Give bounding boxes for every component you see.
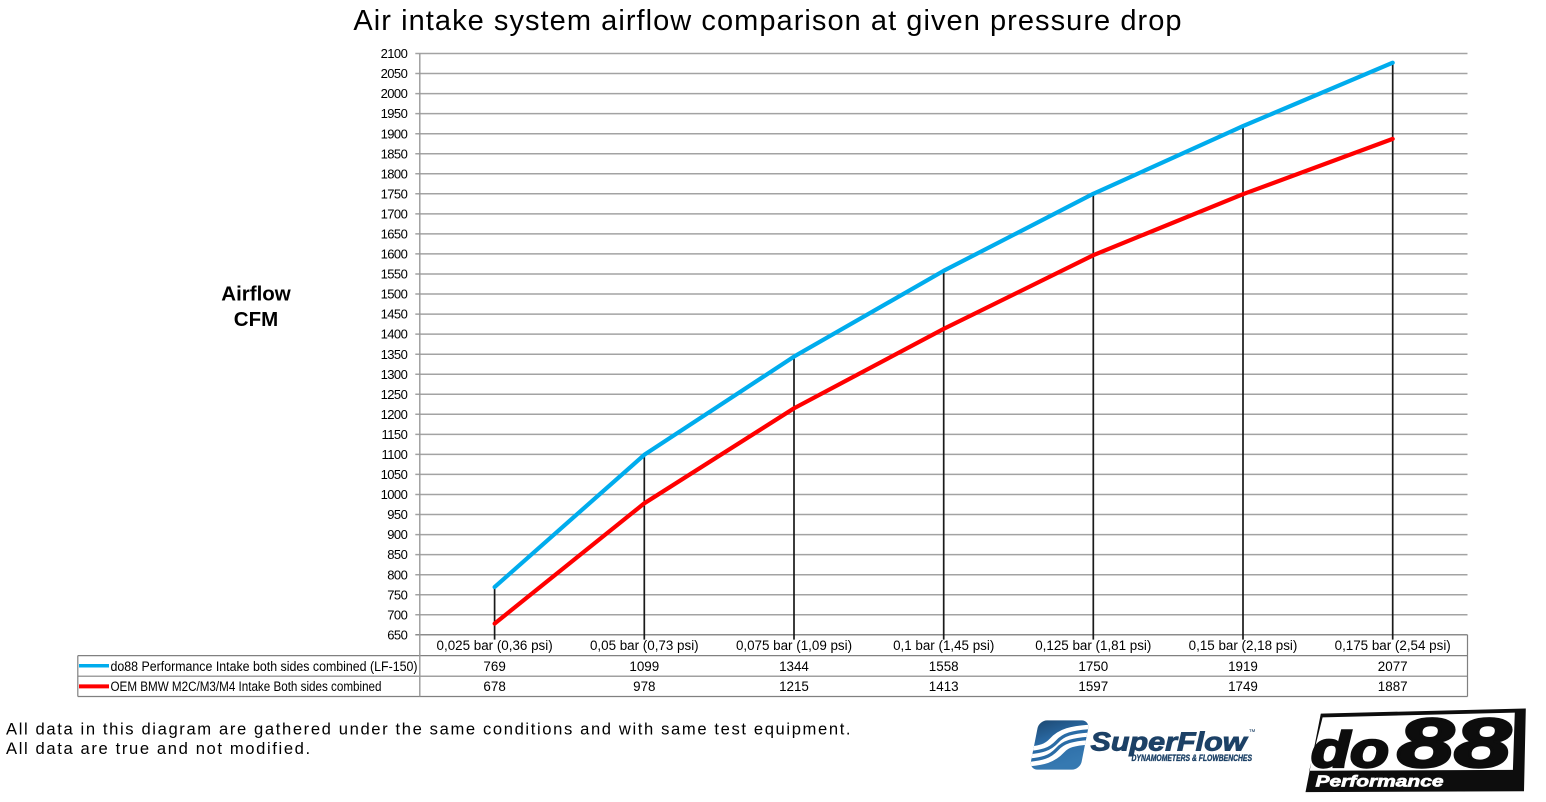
svg-text:1750: 1750: [1078, 659, 1108, 674]
svg-text:900: 900: [387, 527, 407, 542]
svg-text:CFM: CFM: [234, 308, 278, 331]
svg-text:SuperFlow: SuperFlow: [1091, 726, 1249, 756]
svg-text:850: 850: [387, 547, 407, 562]
svg-text:2100: 2100: [381, 46, 408, 61]
svg-text:0,075 bar (1,09 psi): 0,075 bar (1,09 psi): [736, 638, 852, 653]
svg-text:0,025 bar (0,36 psi): 0,025 bar (0,36 psi): [437, 638, 553, 653]
svg-text:650: 650: [387, 627, 407, 642]
svg-text:1650: 1650: [381, 227, 408, 242]
svg-text:1558: 1558: [929, 659, 959, 674]
svg-text:769: 769: [483, 659, 505, 674]
svg-text:Airflow: Airflow: [221, 283, 291, 306]
svg-text:1887: 1887: [1378, 679, 1408, 694]
svg-text:0,05 bar (0,73 psi): 0,05 bar (0,73 psi): [590, 638, 699, 653]
svg-text:1100: 1100: [382, 447, 408, 462]
svg-text:1350: 1350: [381, 347, 408, 362]
svg-text:1950: 1950: [381, 106, 408, 121]
svg-text:All data are true and not modi: All data are true and not modified.: [6, 739, 312, 758]
svg-text:1050: 1050: [381, 467, 408, 482]
svg-text:1900: 1900: [381, 126, 408, 141]
svg-text:950: 950: [387, 507, 407, 522]
svg-text:1750: 1750: [381, 186, 408, 201]
svg-text:do88 Performance Intake both s: do88 Performance Intake both sides combi…: [111, 659, 418, 674]
svg-text:1344: 1344: [779, 659, 809, 674]
svg-text:1215: 1215: [779, 679, 809, 694]
svg-text:1800: 1800: [381, 166, 408, 181]
svg-text:1919: 1919: [1228, 659, 1258, 674]
svg-text:1000: 1000: [381, 487, 408, 502]
svg-text:DYNAMOMETERS & FLOWBENCHES: DYNAMOMETERS & FLOWBENCHES: [1132, 753, 1253, 763]
svg-text:2077: 2077: [1378, 659, 1408, 674]
svg-text:1850: 1850: [381, 146, 408, 161]
svg-text:0,175 bar (2,54 psi): 0,175 bar (2,54 psi): [1335, 638, 1451, 653]
svg-text:1500: 1500: [381, 287, 408, 302]
svg-text:™: ™: [1249, 729, 1256, 736]
svg-text:2050: 2050: [381, 66, 408, 81]
svg-text:1300: 1300: [381, 367, 408, 382]
svg-text:0,1 bar (1,45 psi): 0,1 bar (1,45 psi): [893, 638, 994, 653]
svg-text:88: 88: [1397, 704, 1511, 782]
svg-text:All data in this diagram are g: All data in this diagram are gathered un…: [6, 719, 852, 738]
svg-text:1400: 1400: [381, 327, 408, 342]
svg-text:1099: 1099: [629, 659, 659, 674]
svg-text:do: do: [1311, 722, 1389, 778]
svg-text:Performance: Performance: [1316, 774, 1445, 791]
svg-text:1550: 1550: [381, 267, 408, 282]
svg-text:0,15 bar (2,18 psi): 0,15 bar (2,18 psi): [1189, 638, 1298, 653]
svg-text:1200: 1200: [381, 407, 408, 422]
svg-text:678: 678: [483, 679, 505, 694]
svg-text:0,125 bar (1,81 psi): 0,125 bar (1,81 psi): [1035, 638, 1151, 653]
svg-text:1450: 1450: [381, 307, 408, 322]
svg-text:1700: 1700: [381, 207, 408, 222]
svg-text:1150: 1150: [382, 427, 408, 442]
svg-text:1250: 1250: [381, 387, 408, 402]
svg-text:700: 700: [387, 607, 407, 622]
svg-text:750: 750: [387, 587, 407, 602]
svg-text:800: 800: [387, 567, 407, 582]
svg-text:978: 978: [633, 679, 655, 694]
svg-text:1749: 1749: [1228, 679, 1258, 694]
svg-text:1413: 1413: [929, 679, 959, 694]
svg-text:1597: 1597: [1078, 679, 1108, 694]
svg-text:1600: 1600: [381, 247, 408, 262]
svg-text:OEM BMW M2C/M3/M4 Intake Both: OEM BMW M2C/M3/M4 Intake Both sides comb…: [111, 679, 382, 694]
svg-text:Air intake system airflow comp: Air intake system airflow comparison at …: [353, 5, 1182, 37]
svg-text:2000: 2000: [381, 86, 408, 101]
